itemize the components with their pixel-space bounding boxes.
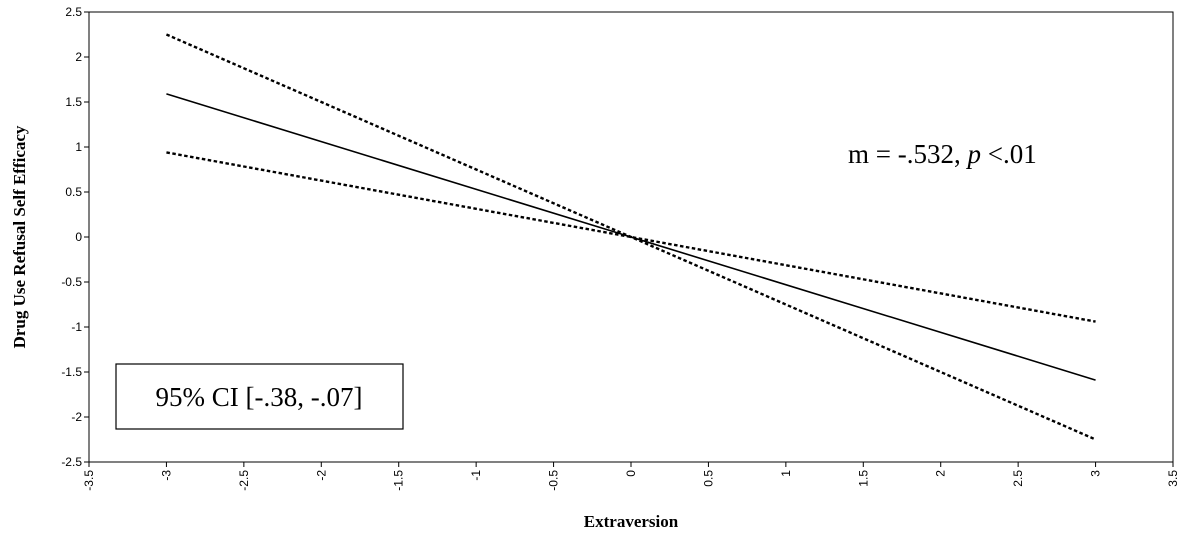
slope-p: p: [965, 139, 981, 169]
x-axis-title: Extraversion: [584, 512, 679, 531]
y-tick-label: 0.5: [65, 185, 82, 199]
x-tick-label: -2: [314, 470, 328, 481]
x-tick-label: 0: [624, 470, 638, 477]
y-tick-label: 1: [75, 140, 82, 154]
series-layer: [165, 33, 1097, 441]
slope-suffix: <.01: [981, 139, 1037, 169]
x-tick-label: -1.5: [392, 470, 406, 491]
x-tick-label: -0.5: [547, 470, 561, 491]
ci-box: [115, 363, 404, 430]
y-tick-label: -1: [71, 320, 82, 334]
y-axis: 2.5 2 1.5 1 0.5 0 -0.5 -1 -1.5 -2 -2.5: [61, 5, 89, 469]
x-tick-label: 3: [1089, 470, 1103, 477]
y-tick-label: -2.5: [61, 455, 82, 469]
ci-annotation: 95% CI [-.38, -.07]: [156, 382, 363, 412]
x-tick-label: 1.5: [856, 470, 870, 487]
y-tick-label: -1.5: [61, 365, 82, 379]
slope-annotation: m = -.532, p <.01: [848, 139, 1037, 169]
y-tick-label: -0.5: [61, 275, 82, 289]
x-tick-label: -2.5: [237, 470, 251, 491]
x-tick-label: 2.5: [1011, 470, 1025, 487]
x-tick-label: -1: [469, 470, 483, 481]
y-tick-label: -2: [71, 410, 82, 424]
x-tick-label: 2: [934, 470, 948, 477]
y-axis-title: Drug Use Refusal Self Efficacy: [10, 125, 29, 348]
x-tick-label: 3.5: [1166, 470, 1180, 487]
x-tick-label: 1: [779, 470, 793, 477]
x-axis: -3.5 -3 -2.5 -2 -1.5 -1 -0.5 0 0.5 1 1.5 2 2.5 3 3.5: [82, 462, 1180, 491]
x-tick-label: 0.5: [701, 470, 715, 487]
y-tick-label: 2.5: [65, 5, 82, 19]
y-tick-label: 2: [75, 50, 82, 64]
ci-bound-line-inner: [166, 151, 1096, 323]
x-tick-label: -3.5: [82, 470, 96, 491]
x-tick-label: -3: [159, 470, 173, 481]
slope-prefix: m = -.532,: [848, 139, 967, 169]
y-tick-label: 0: [75, 230, 82, 244]
ci-bound-line-outer: [165, 33, 1097, 441]
y-tick-label: 1.5: [65, 95, 82, 109]
